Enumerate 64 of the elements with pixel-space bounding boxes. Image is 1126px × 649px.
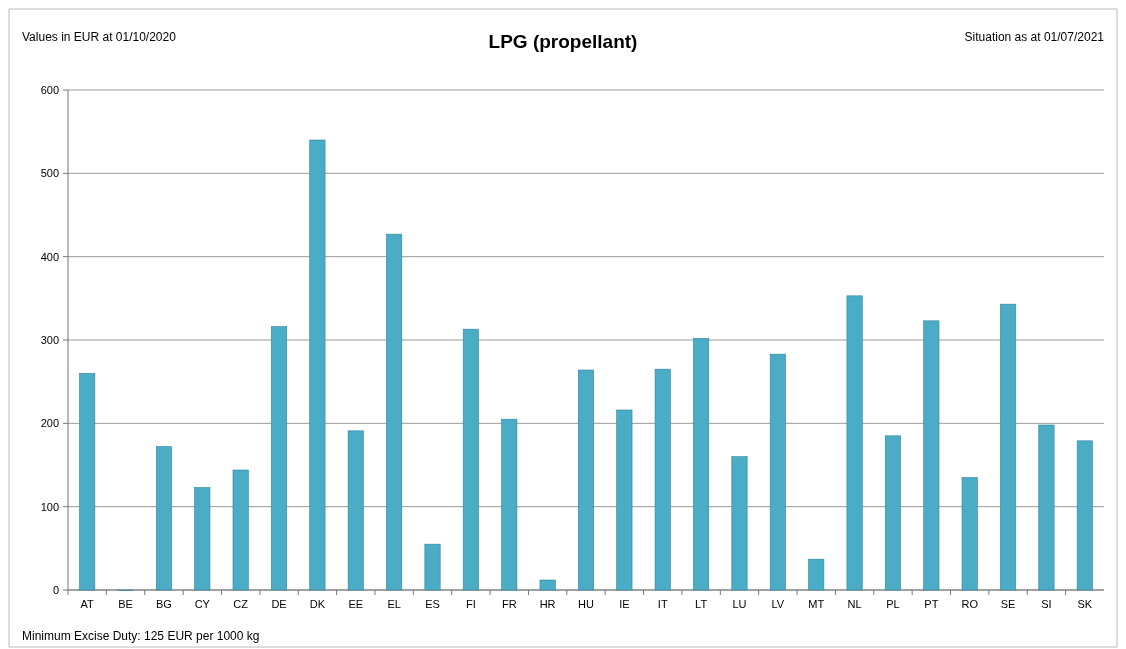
- bar: [961, 477, 978, 591]
- x-tick-label: IT: [657, 598, 668, 610]
- bar: [347, 430, 364, 591]
- x-tick-label: PL: [886, 598, 900, 610]
- chart-title: LPG (propellant): [488, 31, 638, 52]
- x-tick-label: CY: [194, 598, 211, 610]
- y-tick-label: 0: [52, 583, 59, 596]
- x-tick-label: SI: [1041, 598, 1052, 610]
- bar: [884, 435, 901, 591]
- x-tick-label: PT: [924, 598, 939, 610]
- x-tick-label: DE: [271, 598, 287, 610]
- bar: [1076, 440, 1093, 591]
- x-tick-label: RO: [961, 598, 979, 610]
- x-tick-label: ES: [425, 598, 440, 610]
- bar: [79, 373, 96, 591]
- x-tick-label: BG: [155, 598, 172, 610]
- bar: [232, 469, 249, 591]
- x-tick-label: EL: [387, 598, 401, 610]
- x-tick-label: DK: [309, 598, 326, 610]
- bar: [194, 487, 211, 591]
- x-tick-label: SE: [1000, 598, 1016, 610]
- x-tick-label: SK: [1077, 598, 1093, 610]
- x-tick-label: MT: [808, 598, 825, 610]
- text: Minimum Excise Duty: 125 EUR per 1000 kg: [22, 629, 260, 643]
- bar: [539, 579, 556, 591]
- x-tick-label: NL: [847, 598, 862, 610]
- x-tick-label: HU: [578, 598, 594, 610]
- bar: [271, 326, 288, 591]
- bar: [386, 233, 403, 591]
- bar: [769, 353, 786, 591]
- x-tick-label: CZ: [233, 598, 249, 610]
- text: Values in EUR at 01/10/2020: [22, 30, 177, 44]
- bar: [693, 338, 710, 591]
- x-tick-label: IE: [619, 598, 630, 610]
- y-tick-label: 500: [40, 167, 59, 180]
- y-tick-label: 200: [40, 417, 59, 430]
- x-tick-label: AT: [80, 598, 95, 610]
- x-tick-label: LT: [695, 598, 708, 610]
- x-tick-label: LV: [771, 598, 785, 610]
- text: Situation as at 01/07/2021: [964, 30, 1105, 44]
- bar: [462, 328, 479, 591]
- x-tick-label: HR: [539, 598, 556, 610]
- x-tick-label: FR: [501, 598, 517, 610]
- bar: [616, 409, 633, 591]
- x-tick-label: FI: [466, 598, 476, 610]
- x-tick-label: BE: [118, 598, 133, 610]
- bar: [808, 558, 825, 591]
- y-tick-label: 600: [40, 83, 59, 96]
- bar: [501, 418, 518, 591]
- bar: [731, 456, 748, 591]
- bar: [846, 295, 863, 591]
- bar: [578, 369, 594, 591]
- bar: [424, 543, 441, 591]
- bar: [923, 320, 940, 591]
- y-tick-label: 400: [40, 250, 59, 263]
- y-tick-label: 300: [40, 333, 59, 346]
- bar: [654, 368, 671, 591]
- bar: [1038, 424, 1055, 591]
- x-tick-label: LU: [732, 598, 747, 610]
- bar: [309, 139, 326, 591]
- bar: [1000, 303, 1017, 591]
- bar: [155, 446, 172, 591]
- x-tick-label: EE: [348, 598, 364, 610]
- y-tick-label: 100: [40, 500, 59, 513]
